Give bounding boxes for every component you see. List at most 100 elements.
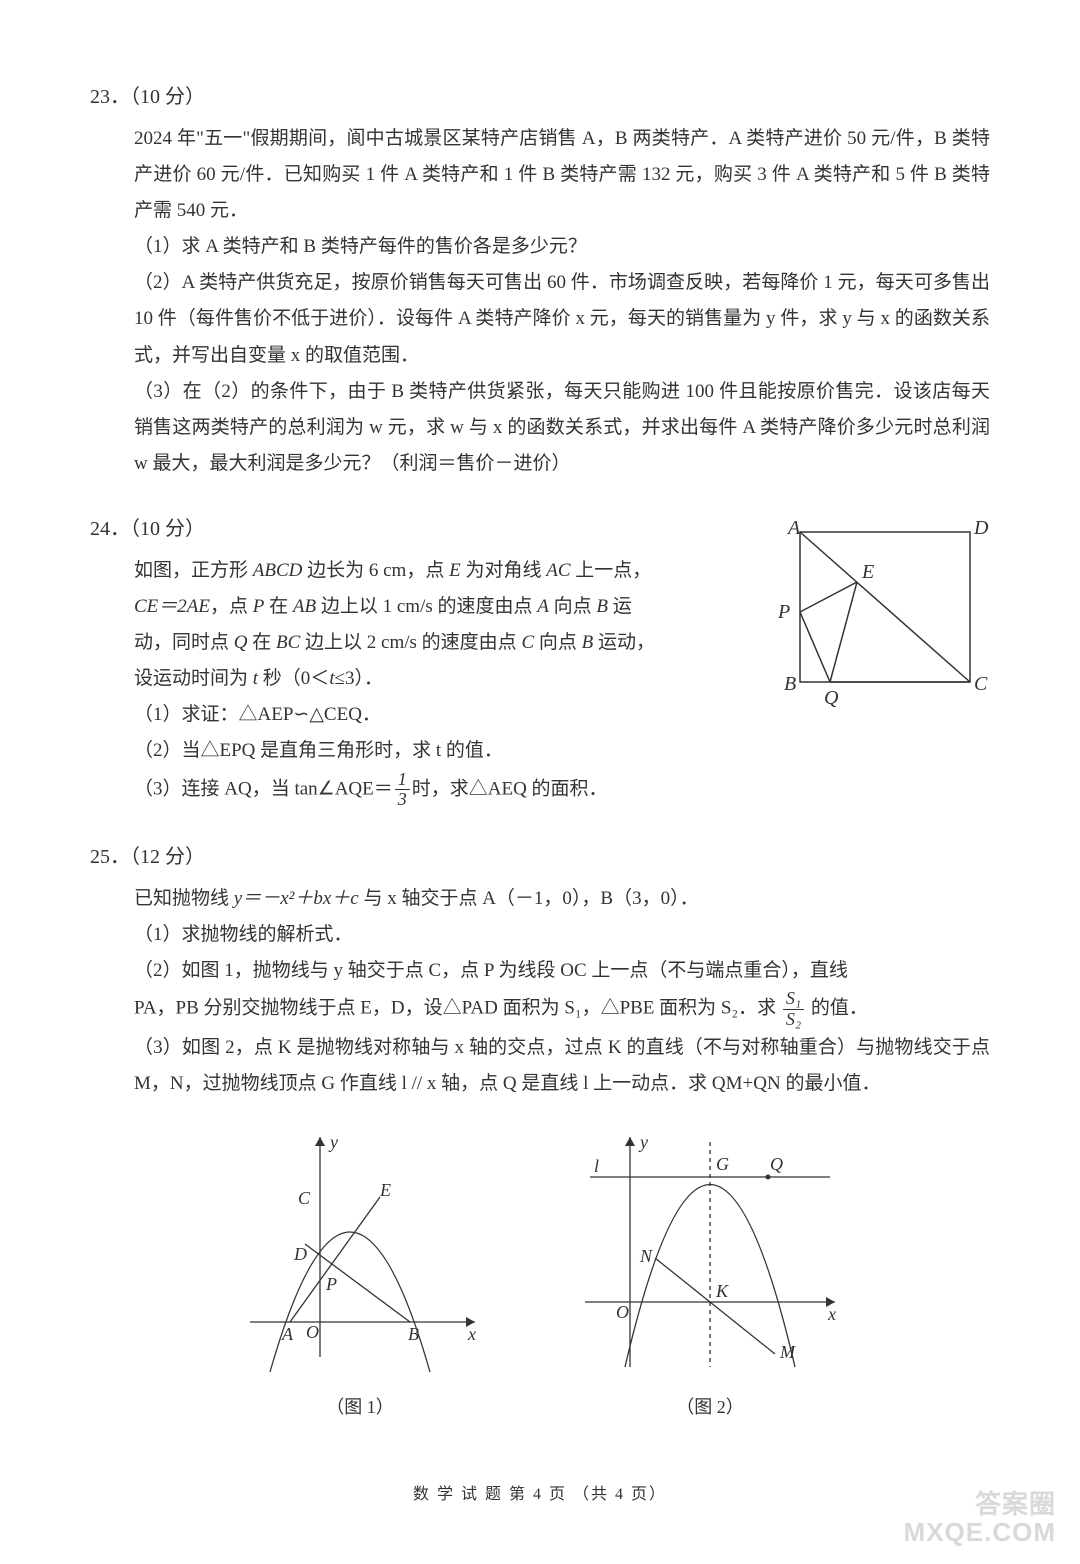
t: CE＝2AE: [134, 596, 210, 617]
figure-25-1-wrap: O A B C D E P x y （图 1）: [230, 1122, 490, 1419]
t: ≤3）．: [335, 668, 383, 689]
watermark: 答案圈 MXQE.COM: [904, 1491, 1056, 1546]
svg-text:D: D: [293, 1244, 307, 1264]
t: 边上以 2 cm/s 的速度由点: [300, 632, 521, 653]
frac-num: S₁: [783, 989, 804, 1010]
p24-q3: （3）连接 AQ，当 tan∠AQE＝13时，求△AEQ 的面积．: [134, 770, 760, 811]
problem-23-body: 2024 年"五一"假期期间，阆中古城景区某特产店销售 A，B 两类特产．A 类…: [90, 121, 990, 482]
t: 边上以 1 cm/s 的速度由点: [316, 596, 537, 617]
p24-line4: 设运动时间为 t 秒（0＜t≤3）．: [134, 661, 760, 697]
t: B: [582, 632, 594, 653]
problem-23: 23．（10 分） 2024 年"五一"假期期间，阆中古城景区某特产店销售 A，…: [90, 80, 990, 482]
figure-25-2-wrap: O x y l G Q K N M （图 2）: [570, 1122, 850, 1419]
p25-line1: 已知抛物线 y＝－x²＋bx＋c 与 x 轴交于点 A（－1，0），B（3，0）…: [134, 881, 990, 917]
figure-25-2-caption: （图 2）: [570, 1393, 850, 1419]
t: Q: [234, 632, 248, 653]
svg-text:x: x: [827, 1304, 836, 1324]
t: 在: [248, 632, 277, 653]
problem-23-heading: 23．（10 分）: [90, 80, 990, 109]
problem-24: 24．（10 分） 如图，正方形 ABCD 边长为 6 cm，点 E 为对角线 …: [90, 512, 990, 810]
p24-line3: 动，同时点 Q 在 BC 边上以 2 cm/s 的速度由点 C 向点 B 运动，: [134, 625, 760, 661]
t: C: [521, 632, 534, 653]
lbl-A: A: [786, 517, 801, 539]
svg-text:K: K: [715, 1281, 729, 1301]
t: 向点: [534, 632, 582, 653]
lbl-P: P: [777, 601, 790, 623]
t: E: [449, 560, 461, 581]
t: 与 x 轴交于点 A（－1，0），B（3，0）．: [359, 888, 699, 909]
svg-text:E: E: [379, 1180, 391, 1200]
svg-text:P: P: [325, 1274, 337, 1294]
t: 运: [608, 596, 632, 617]
lbl-Q: Q: [824, 687, 839, 709]
t: y＝－x²＋bx＋c: [234, 888, 359, 909]
p24-line2: CE＝2AE，点 P 在 AB 边上以 1 cm/s 的速度由点 A 向点 B …: [134, 589, 760, 625]
p23-para1: 2024 年"五一"假期期间，阆中古城景区某特产店销售 A，B 两类特产．A 类…: [134, 121, 990, 229]
p25-q2a: （2）如图 1，抛物线与 y 轴交于点 C，点 P 为线段 OC 上一点（不与端…: [134, 953, 990, 989]
t: 秒（0＜: [258, 668, 329, 689]
figure-24-svg: A D B C P E Q: [770, 512, 1000, 712]
svg-text:C: C: [298, 1188, 311, 1208]
problem-25-heading: 25．（12 分）: [90, 840, 990, 869]
t: AB: [293, 596, 316, 617]
lbl-B: B: [784, 673, 796, 695]
lbl-C: C: [974, 673, 988, 695]
t: 时，求△AEQ 的面积．: [412, 778, 608, 799]
svg-text:B: B: [408, 1324, 419, 1344]
watermark-line2: MXQE.COM: [904, 1519, 1056, 1546]
p23-q3: （3）在（2）的条件下，由于 B 类特产供货紧张，每天只能购进 100 件且能按…: [134, 374, 990, 482]
t: 边长为 6 cm，点: [302, 560, 449, 581]
t: ，点: [210, 596, 253, 617]
t: ABCD: [253, 560, 303, 581]
lbl-E: E: [861, 561, 874, 583]
svg-text:y: y: [638, 1132, 648, 1152]
t: 上一点，: [571, 560, 652, 581]
svg-text:N: N: [639, 1246, 653, 1266]
svg-text:l: l: [594, 1156, 599, 1176]
fraction-icon: S₁S₂: [783, 989, 804, 1030]
svg-text:M: M: [779, 1342, 796, 1362]
watermark-line1: 答案圈: [904, 1491, 1056, 1518]
t: 设运动时间为: [134, 668, 253, 689]
svg-text:O: O: [306, 1322, 319, 1342]
frac-den: S₂: [783, 1010, 804, 1030]
t: 在: [264, 596, 293, 617]
svg-text:y: y: [328, 1132, 338, 1152]
frac-den: 3: [395, 790, 410, 810]
p24-line1: 如图，正方形 ABCD 边长为 6 cm，点 E 为对角线 AC 上一点，: [134, 553, 760, 589]
problem-25: 25．（12 分） 已知抛物线 y＝－x²＋bx＋c 与 x 轴交于点 A（－1…: [90, 840, 990, 1419]
t: BC: [276, 632, 300, 653]
problem-25-body: 已知抛物线 y＝－x²＋bx＋c 与 x 轴交于点 A（－1，0），B（3，0）…: [90, 881, 990, 1102]
figure-25-1-caption: （图 1）: [230, 1393, 490, 1419]
frac-num: 1: [395, 770, 410, 791]
t: 动，同时点: [134, 632, 234, 653]
t: PA，PB 分别交抛物线于点 E，D，设△PAD 面积为 S₁，△PBE 面积为…: [134, 998, 781, 1019]
t: 向点: [549, 596, 597, 617]
svg-text:O: O: [616, 1302, 629, 1322]
figure-24: A D B C P E Q: [770, 512, 1000, 712]
t: AC: [546, 560, 570, 581]
p25-q3: （3）如图 2，点 K 是抛物线对称轴与 x 轴的交点，过点 K 的直线（不与对…: [134, 1030, 990, 1102]
p24-q2: （2）当△EPQ 是直角三角形时，求 t 的值．: [134, 733, 760, 769]
t: 已知抛物线: [134, 888, 234, 909]
lbl-D: D: [973, 517, 989, 539]
p23-q1: （1）求 A 类特产和 B 类特产每件的售价各是多少元？: [134, 229, 990, 265]
figures-25: O A B C D E P x y （图 1）: [90, 1122, 990, 1419]
p25-q1: （1）求抛物线的解析式．: [134, 917, 990, 953]
t: A: [537, 596, 549, 617]
p25-q2b: PA，PB 分别交抛物线于点 E，D，设△PAD 面积为 S₁，△PBE 面积为…: [134, 989, 990, 1030]
svg-text:x: x: [467, 1324, 476, 1344]
t: 的值．: [806, 998, 868, 1019]
figure-25-1: O A B C D E P x y: [230, 1122, 490, 1382]
fraction-icon: 13: [395, 770, 410, 811]
p24-q1: （1）求证：△AEP∽△CEQ．: [134, 697, 760, 733]
t: P: [253, 596, 265, 617]
p23-q2: （2）A 类特产供货充足，按原价销售每天可售出 60 件．市场调查反映，若每降价…: [134, 265, 990, 373]
t: 为对角线: [461, 560, 547, 581]
t: 运动，: [593, 632, 655, 653]
figure-25-2: O x y l G Q K N M: [570, 1122, 850, 1382]
svg-text:G: G: [716, 1154, 729, 1174]
svg-text:A: A: [281, 1324, 294, 1344]
t: B: [596, 596, 608, 617]
svg-text:Q: Q: [770, 1154, 783, 1174]
